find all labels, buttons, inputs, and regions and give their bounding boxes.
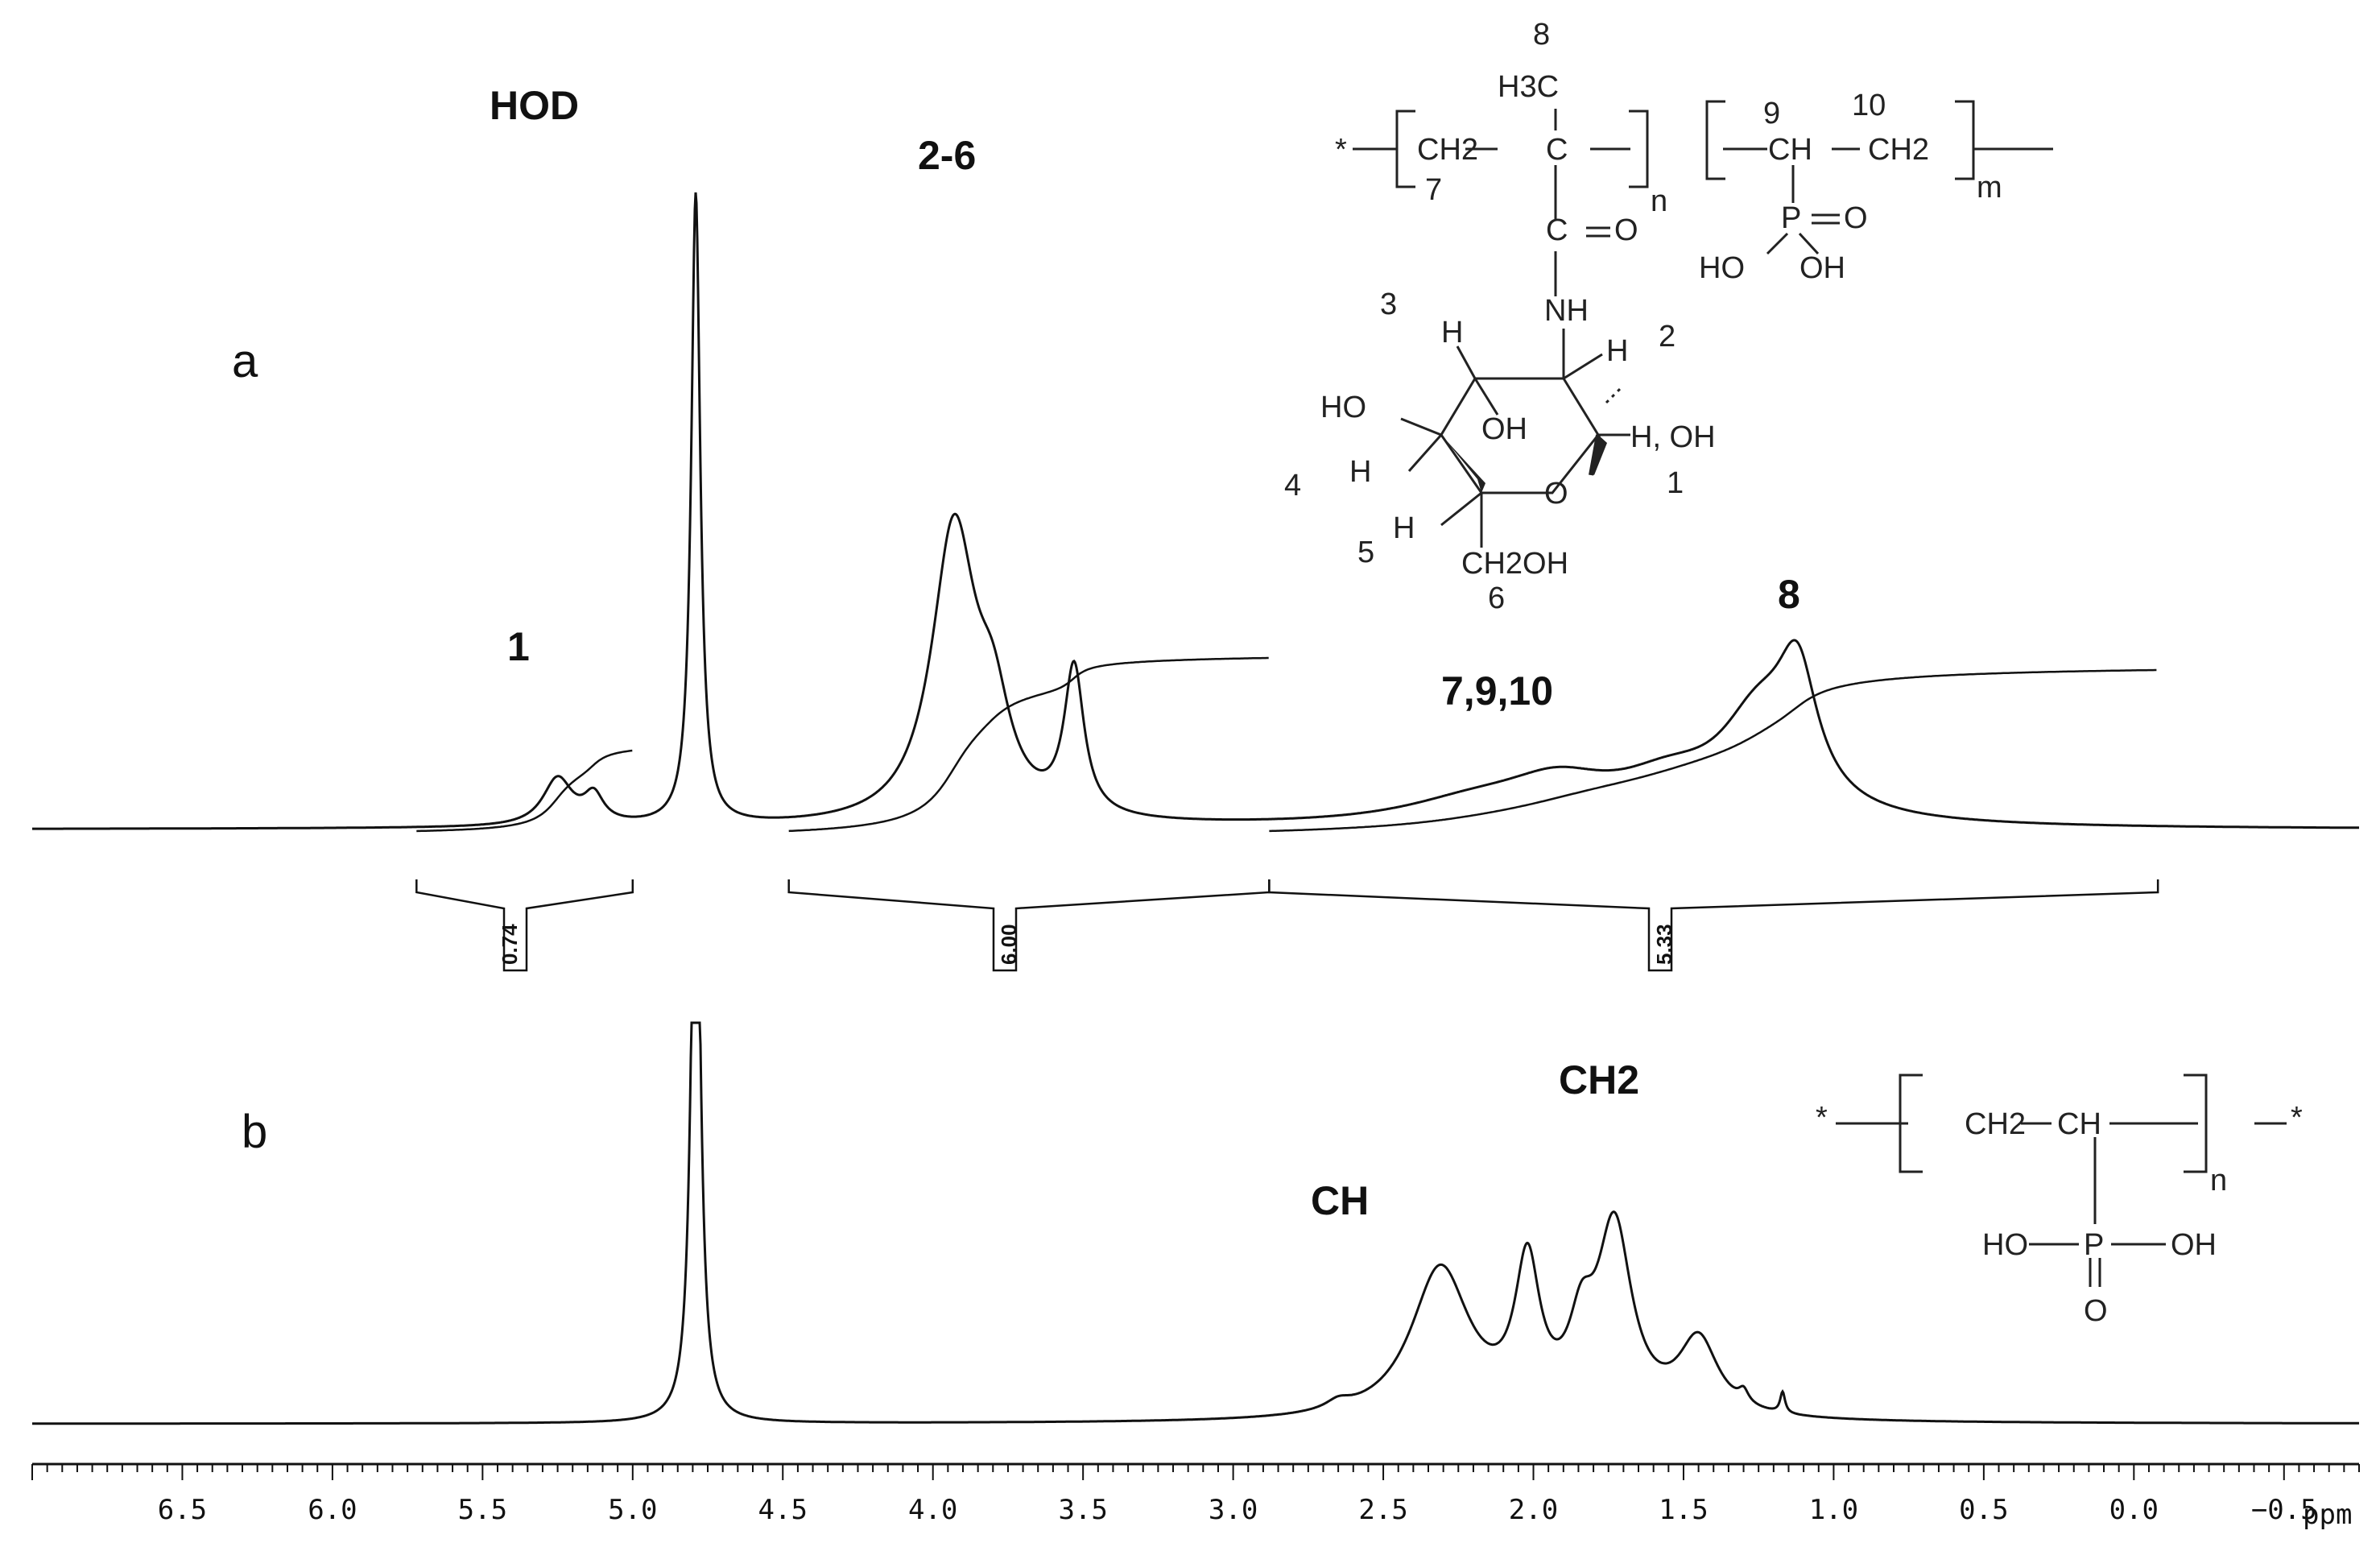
structure-a (1353, 100, 2053, 548)
structure-b (1836, 1073, 2287, 1287)
atom-label: 9 (1763, 97, 1780, 130)
ppm-axis: 6.5 6.0 5.5 5.0 4.5 4.0 3.5 3.0 2.5 2.0 1.5 1.0 0.5 0… (31, 1462, 2360, 1526)
x-tick-label: 4.0 (908, 1494, 957, 1526)
atom-label: * (1335, 133, 1347, 167)
spectrum-line-a (32, 192, 2359, 830)
x-tick-label: 4.5 (758, 1494, 808, 1526)
atom-label: 7 (1425, 173, 1442, 207)
atom-label: O (1614, 213, 1638, 247)
x-axis-label: ppm (2303, 1499, 2352, 1531)
atom-label: H (1441, 316, 1463, 350)
peak-label-2-6: 2-6 (918, 133, 976, 178)
atom-label: C (1546, 213, 1568, 247)
atom-label: OH (1481, 412, 1527, 446)
atom-label: CH2 (1417, 133, 1478, 167)
atom-label: 3 (1380, 288, 1397, 321)
x-tick-label: 0.5 (1959, 1494, 2008, 1526)
atom-label: n (2210, 1164, 2227, 1198)
atom-label: 6 (1488, 581, 1505, 615)
atom-label: 8 (1533, 18, 1550, 52)
atom-label: OH (1799, 251, 1845, 285)
atom-label: H (1393, 511, 1415, 545)
integral-curves (416, 656, 2157, 833)
x-tick-label: 6.0 (308, 1494, 357, 1526)
atom-label: H3C (1498, 70, 1559, 104)
structure-b-text: * CH2 CH * n HO P OH O (1816, 1101, 2303, 1328)
atom-label: P (1781, 201, 1801, 235)
atom-label: O (2084, 1294, 2108, 1328)
x-tick-label: 5.0 (608, 1494, 657, 1526)
atom-label: * (2291, 1101, 2303, 1135)
atom-label: H (1349, 455, 1371, 489)
atom-label: CH (2057, 1107, 2101, 1141)
integral-bracket (787, 879, 1271, 972)
atom-label: HO (1982, 1228, 2028, 1262)
atom-label: * (1816, 1101, 1828, 1135)
integral-value-3: 5.33 (1652, 924, 1676, 965)
atom-label: CH (1768, 133, 1812, 167)
integral-value-1: 0.74 (498, 924, 522, 965)
x-tick-label: 5.5 (458, 1494, 507, 1526)
integral-bracket (415, 879, 634, 972)
atom-label: H, OH (1630, 420, 1716, 454)
x-tick-label: 2.5 (1358, 1494, 1407, 1526)
atom-label: 1 (1667, 466, 1684, 500)
atom-label: n (1651, 184, 1667, 218)
atom-label: H (1606, 334, 1628, 368)
integral-brackets (415, 879, 2159, 972)
peak-label-ch: CH (1311, 1178, 1369, 1223)
x-tick-label: 1.0 (1809, 1494, 1858, 1526)
x-tick-label: 6.5 (158, 1494, 207, 1526)
atom-label: C (1546, 133, 1568, 167)
panel-label-a: a (232, 335, 258, 387)
atom-label: O (1844, 201, 1868, 235)
x-tick-label: 1.5 (1659, 1494, 1708, 1526)
atom-label: CH2OH (1461, 547, 1568, 581)
atom-label: CH2 (1965, 1107, 2026, 1141)
x-tick-label: 2.0 (1509, 1494, 1558, 1526)
x-tick-label: −0.5 (2251, 1494, 2317, 1526)
atom-label: HO (1320, 391, 1366, 424)
peak-label-ch2: CH2 (1559, 1057, 1639, 1102)
atom-label: CH2 (1868, 133, 1929, 167)
integral-value-2: 6.00 (997, 924, 1021, 965)
peak-label-8: 8 (1778, 572, 1800, 617)
atom-label: 2 (1659, 320, 1676, 354)
integral-curve (416, 749, 633, 833)
atom-label: OH (2171, 1228, 2217, 1262)
integral-bracket (1268, 879, 2159, 972)
spectrum-b (32, 1021, 2359, 1425)
integral-curve (788, 656, 1269, 833)
peak-label-hod: HOD (490, 83, 579, 128)
atom-label: P (2084, 1228, 2104, 1262)
spectrum-a (32, 192, 2359, 830)
atom-label: O (1544, 477, 1568, 511)
atom-label: 10 (1852, 89, 1886, 122)
spectrum-line-b (32, 1021, 2359, 1425)
peak-label-1: 1 (507, 624, 530, 669)
x-tick-label: 3.5 (1058, 1494, 1107, 1526)
structure-a-text: 8 H3C C * CH2 7 n 9 10 CH CH2 m P O HO O… (1284, 18, 2002, 615)
atom-label: HO (1699, 251, 1745, 285)
atom-label: 5 (1357, 536, 1374, 569)
integral-curve (1269, 668, 2157, 833)
atom-label: 4 (1284, 469, 1301, 503)
peak-label-7-9-10: 7,9,10 (1441, 668, 1553, 714)
x-tick-label: 3.0 (1209, 1494, 1258, 1526)
x-tick-label: 0.0 (2109, 1494, 2159, 1526)
panel-label-b: b (242, 1106, 267, 1158)
atom-label: NH (1544, 294, 1589, 328)
atom-label: m (1977, 171, 2002, 205)
